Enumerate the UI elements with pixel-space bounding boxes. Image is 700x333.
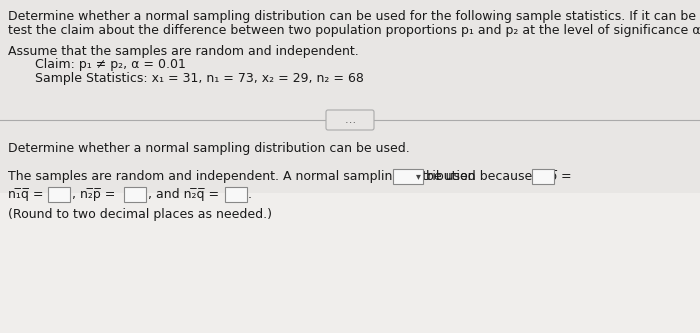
Bar (532, 169, 554, 184)
Bar (225, 187, 247, 202)
Bar (0, 193, 700, 333)
FancyBboxPatch shape (326, 110, 374, 130)
Text: (Round to two decimal places as needed.): (Round to two decimal places as needed.) (8, 208, 272, 221)
Bar (393, 169, 423, 184)
Bar (48, 187, 70, 202)
Bar (124, 187, 146, 202)
Bar (0, 0, 700, 193)
Text: Determine whether a normal sampling distribution can be used.: Determine whether a normal sampling dist… (8, 142, 409, 155)
Text: .: . (248, 188, 252, 201)
Text: Determine whether a normal sampling distribution can be used for the following s: Determine whether a normal sampling dist… (8, 10, 700, 23)
Text: …: … (344, 115, 356, 125)
Text: Claim: p₁ ≠ p₂, α = 0.01: Claim: p₁ ≠ p₂, α = 0.01 (35, 58, 186, 71)
Text: test the claim about the difference between two population proportions p₁ and p₂: test the claim about the difference betw… (8, 24, 700, 37)
Text: , and n₂̅q̅ =: , and n₂̅q̅ = (148, 188, 223, 201)
Text: Sample Statistics: x₁ = 31, n₁ = 73, x₂ = 29, n₂ = 68: Sample Statistics: x₁ = 31, n₁ = 73, x₂ … (35, 72, 364, 85)
Text: n₁̅q̅ =: n₁̅q̅ = (8, 188, 48, 201)
Text: The samples are random and independent. A normal sampling distribution: The samples are random and independent. … (8, 170, 475, 183)
Text: Assume that the samples are random and independent.: Assume that the samples are random and i… (8, 45, 358, 58)
Text: ▾: ▾ (416, 171, 421, 181)
Text: be used because n₁̅p̅ =: be used because n₁̅p̅ = (426, 170, 575, 183)
Text: , n₂̅p̅ =: , n₂̅p̅ = (72, 188, 120, 201)
